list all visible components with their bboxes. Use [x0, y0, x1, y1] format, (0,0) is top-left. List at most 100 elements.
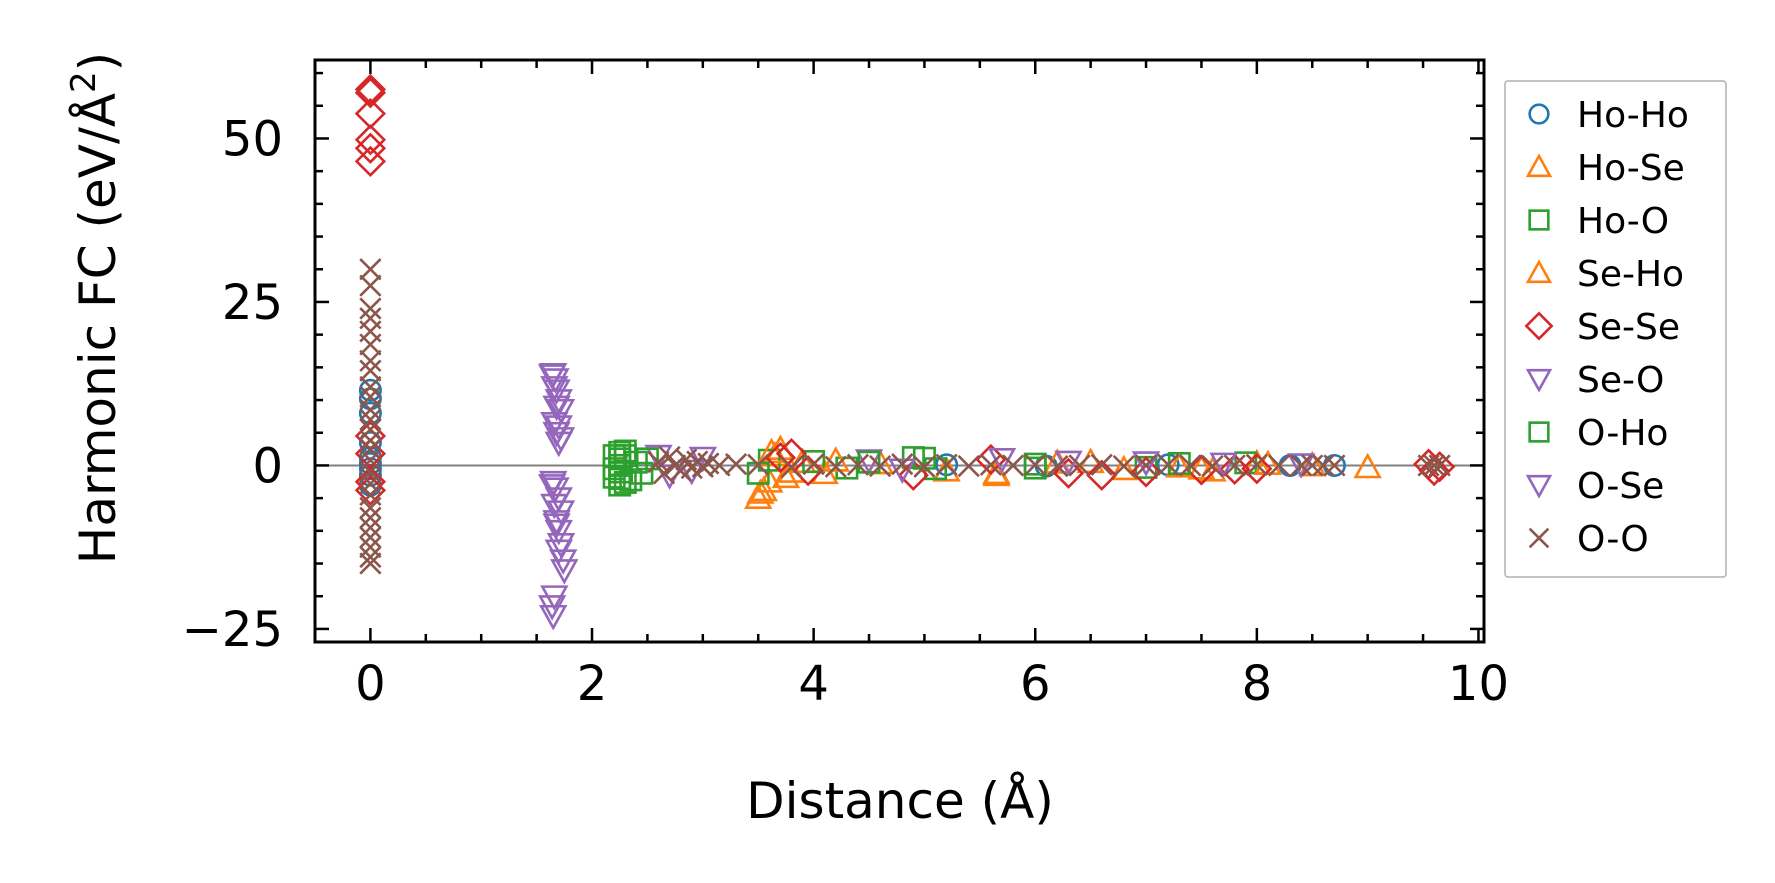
x-axis-label: Distance (Å)	[746, 772, 1054, 830]
data-point	[846, 453, 870, 476]
data-point	[824, 455, 847, 478]
data-point	[1219, 453, 1251, 486]
data-point	[1428, 454, 1451, 477]
plot-frame	[313, 58, 1486, 644]
data-point	[1286, 453, 1316, 479]
legend-marker	[1524, 311, 1554, 341]
data-point	[359, 274, 382, 297]
data-point	[1241, 453, 1273, 485]
x-tick-label: 10	[1448, 656, 1509, 712]
data-point	[771, 462, 801, 489]
data-point	[724, 453, 748, 476]
data-point	[979, 453, 1003, 476]
y-tick-label: 0	[252, 438, 283, 494]
data-point	[358, 378, 382, 402]
x-tick-label: 6	[1020, 656, 1051, 712]
data-point	[1179, 454, 1202, 477]
data-point	[1046, 454, 1069, 478]
data-point	[1023, 456, 1047, 480]
data-point	[1290, 454, 1313, 477]
data-point	[359, 408, 382, 431]
data-point	[359, 429, 382, 452]
data-point	[359, 472, 382, 495]
data-point	[359, 418, 382, 441]
data-point	[354, 145, 387, 177]
legend-item: Se-Ho	[1525, 254, 1684, 295]
y-axis-label-superscript: 2	[64, 71, 104, 93]
data-point	[1301, 454, 1324, 477]
data-point	[540, 376, 569, 402]
data-point	[1353, 452, 1382, 479]
data-point	[1417, 454, 1440, 477]
data-point	[1086, 459, 1118, 491]
data-point	[613, 470, 637, 494]
data-point	[747, 453, 770, 476]
data-point	[1112, 454, 1135, 478]
data-point	[688, 446, 718, 473]
data-point	[359, 526, 382, 549]
data-point	[635, 447, 659, 471]
data-point	[540, 493, 569, 520]
y-tick-label: 50	[222, 111, 283, 167]
data-point	[1253, 449, 1283, 476]
legend-marker	[1525, 368, 1553, 393]
data-point	[359, 496, 382, 520]
data-point	[1267, 454, 1291, 477]
data-points	[354, 73, 1456, 631]
legend-marker	[1528, 527, 1550, 549]
legend-item: O-Se	[1525, 466, 1664, 507]
data-point	[1298, 450, 1327, 477]
data-point	[1134, 454, 1158, 477]
data-point	[539, 604, 568, 631]
data-point	[868, 454, 892, 478]
data-point	[1209, 452, 1238, 479]
data-point	[891, 453, 914, 476]
data-point	[1068, 454, 1091, 477]
data-point	[764, 441, 797, 474]
legend-items: Ho-Ho Ho-Se Ho-O Se-Ho Se-Se Se-O O-Ho O-Se O-O	[1524, 95, 1689, 560]
data-point	[359, 258, 382, 281]
data-point	[1109, 454, 1139, 481]
data-point	[354, 73, 387, 106]
legend-label: Ho-Se	[1577, 148, 1685, 189]
legend-item: O-O	[1528, 519, 1649, 560]
data-point	[780, 456, 803, 479]
data-point	[354, 132, 387, 164]
legend-marker	[1528, 209, 1550, 231]
y-tick-label: −25	[182, 602, 283, 658]
legend-label: O-Se	[1577, 466, 1664, 507]
legend-marker	[1525, 474, 1553, 499]
data-point	[1157, 453, 1180, 476]
data-point	[746, 478, 775, 504]
data-point	[359, 349, 382, 372]
x-tick-label: 4	[798, 656, 829, 712]
data-point	[546, 427, 576, 453]
x-tick-label: 2	[577, 656, 608, 712]
legend-marker	[1528, 103, 1550, 125]
data-point	[1312, 454, 1335, 477]
legend-label: O-Ho	[1577, 413, 1668, 454]
y-axis-label: Harmonic FC (eV/Å2)	[64, 52, 127, 564]
legend-item: Se-Se	[1524, 307, 1680, 348]
data-point	[550, 559, 579, 585]
data-point	[354, 124, 387, 156]
data-point	[1001, 454, 1025, 477]
data-point	[1245, 453, 1268, 476]
data-point	[359, 516, 382, 539]
legend-item: O-Ho	[1528, 413, 1668, 454]
legend-label: Ho-Ho	[1577, 95, 1689, 136]
data-point	[897, 459, 929, 491]
data-point	[1131, 451, 1161, 477]
legend-label: Ho-O	[1577, 201, 1669, 242]
data-point	[1090, 453, 1113, 476]
data-point	[359, 506, 382, 529]
x-tick-label: 8	[1242, 656, 1273, 712]
data-point	[1024, 453, 1047, 476]
x-tick-label: 0	[355, 656, 386, 712]
data-point	[542, 513, 571, 539]
data-point	[359, 359, 382, 382]
legend-label: Se-O	[1577, 360, 1664, 401]
data-point	[1201, 454, 1224, 478]
